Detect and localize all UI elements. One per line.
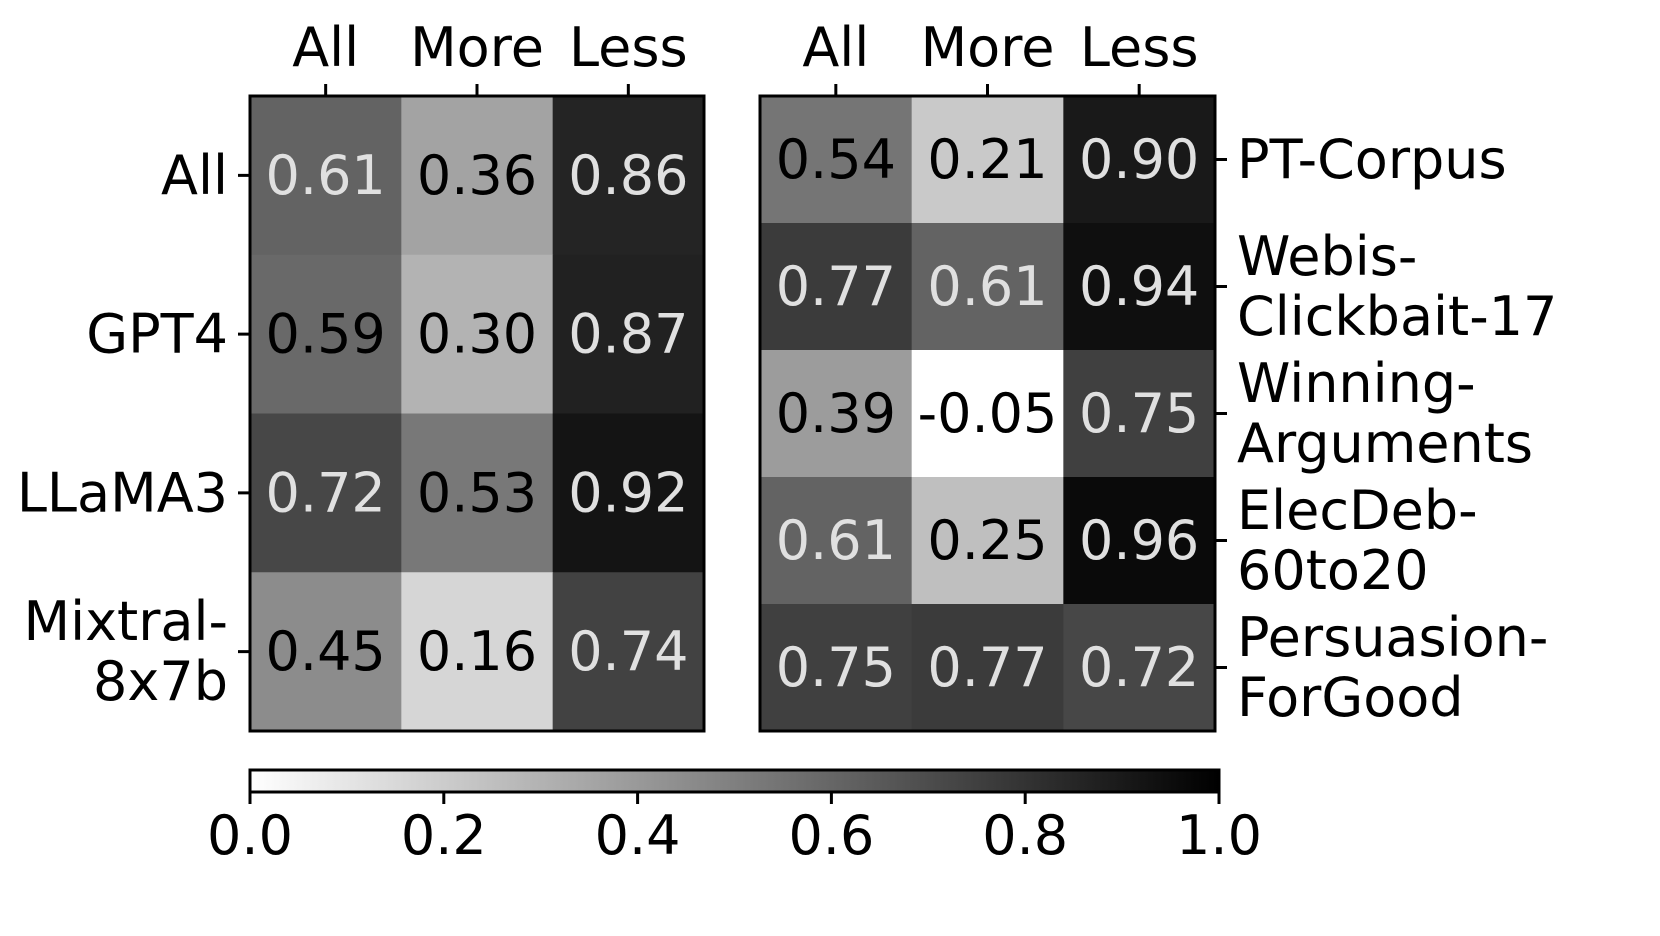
colorbar-frame bbox=[248, 768, 1221, 794]
right-y-tick-label: PT-Corpus bbox=[1237, 128, 1507, 191]
right-cell-value-label: 0.39 bbox=[776, 382, 896, 445]
right-cell-value-label: 0.61 bbox=[927, 255, 1047, 318]
right-y-tick-label: Webis-Clickbait-17 bbox=[1237, 225, 1557, 348]
left-cell-value-label: 0.61 bbox=[266, 144, 386, 207]
right-heatmap-cell bbox=[1063, 604, 1216, 732]
right-x-tick-label: All bbox=[802, 16, 869, 79]
left-heatmap-cell bbox=[250, 413, 402, 573]
right-cell-value-label: 0.54 bbox=[776, 128, 896, 191]
left-y-tick-label: LLaMA3 bbox=[17, 461, 228, 524]
right-x-tick-label: More bbox=[921, 16, 1055, 79]
right-cell-value-label: 0.61 bbox=[776, 509, 896, 572]
left-cell-value-label: 0.36 bbox=[417, 144, 537, 207]
left-cell-value-label: 0.72 bbox=[266, 461, 386, 524]
right-cell-value-label: 0.75 bbox=[776, 636, 896, 699]
left-heatmap-cell bbox=[552, 96, 705, 256]
right-cell-value-label: 0.21 bbox=[927, 128, 1047, 191]
right-heatmap-cell bbox=[760, 223, 913, 351]
left-cell-value-label: 0.86 bbox=[568, 144, 688, 207]
left-y-tick-label: Mixtral-8x7b bbox=[23, 590, 228, 713]
colorbar-tick-label: 0.0 bbox=[207, 804, 293, 867]
right-cell-value-label: -0.05 bbox=[918, 382, 1058, 445]
left-heatmap-cell bbox=[552, 572, 705, 732]
right-heatmap-cell bbox=[911, 604, 1064, 732]
right-cell-value-label: 0.94 bbox=[1079, 255, 1199, 318]
right-heatmap-cell bbox=[760, 604, 913, 732]
left-cell-value-label: 0.16 bbox=[417, 620, 537, 683]
right-cell-value-label: 0.90 bbox=[1079, 128, 1199, 191]
right-y-tick-label: Winning-Arguments bbox=[1237, 352, 1533, 475]
colorbar-tick-label: 0.8 bbox=[982, 804, 1068, 867]
left-x-tick-label: More bbox=[410, 16, 544, 79]
left-heatmap-cell bbox=[401, 572, 554, 732]
right-cell-value-label: 0.96 bbox=[1079, 509, 1199, 572]
left-cell-value-label: 0.87 bbox=[568, 303, 688, 366]
colorbar-tick-label: 0.4 bbox=[595, 804, 681, 867]
left-heatmap-cell bbox=[250, 254, 402, 414]
left-heatmap-cell bbox=[552, 413, 705, 573]
right-cell-value-label: 0.72 bbox=[1079, 636, 1199, 699]
right-x-tick-label: Less bbox=[1080, 16, 1199, 79]
right-heatmap-cell bbox=[911, 96, 1064, 224]
right-heatmap-cell bbox=[911, 223, 1064, 351]
left-x-tick-label: All bbox=[292, 16, 359, 79]
right-y-tick-label: Persuasion-ForGood bbox=[1237, 606, 1548, 729]
right-heatmap-cell bbox=[1063, 96, 1216, 224]
right-heatmap-cell bbox=[911, 350, 1064, 478]
right-y-tick-label: ElecDeb-60to20 bbox=[1237, 479, 1478, 602]
left-cell-value-label: 0.74 bbox=[568, 620, 688, 683]
heatmap-models: 0.61 0.36 0.86 0.59 0.30 0.87 0.72 0.53 0.92 0.45… bbox=[17, 16, 706, 733]
left-cell-value-label: 0.30 bbox=[417, 303, 537, 366]
left-y-tick-label: All bbox=[161, 144, 228, 207]
left-cell-value-label: 0.59 bbox=[266, 303, 386, 366]
right-heatmap-cell bbox=[1063, 477, 1216, 605]
right-heatmap-cell bbox=[760, 96, 913, 224]
left-cell-value-label: 0.53 bbox=[417, 461, 537, 524]
left-heatmap-cell bbox=[401, 254, 554, 414]
right-heatmap-cell bbox=[1063, 350, 1216, 478]
right-heatmap-cell bbox=[1063, 223, 1216, 351]
right-cell-value-label: 0.25 bbox=[927, 509, 1047, 572]
right-heatmap-cell bbox=[760, 477, 913, 605]
colorbar-tick-label: 0.2 bbox=[401, 804, 487, 867]
colorbar-gradient bbox=[250, 770, 1219, 792]
left-heatmap-cell bbox=[250, 96, 402, 256]
colorbar-tick-label: 1.0 bbox=[1176, 804, 1262, 867]
left-cell-value-label: 0.92 bbox=[568, 461, 688, 524]
right-cell-value-label: 0.75 bbox=[1079, 382, 1199, 445]
heatmap-datasets: 0.54 0.21 0.90 0.77 0.61 0.94 0.39 -0.05 0.75 0.6… bbox=[758, 16, 1557, 733]
left-heatmap-cell bbox=[401, 96, 554, 256]
left-heatmap-cell bbox=[401, 413, 554, 573]
right-cell-value-label: 0.77 bbox=[776, 255, 896, 318]
colorbar-tick-label: 0.6 bbox=[788, 804, 874, 867]
right-heatmap-cell bbox=[911, 477, 1064, 605]
left-heatmap-cell bbox=[552, 254, 705, 414]
left-cell-value-label: 0.45 bbox=[266, 620, 386, 683]
right-heatmap-cell bbox=[760, 350, 913, 478]
left-heatmap-cell bbox=[250, 572, 402, 732]
left-x-tick-label: Less bbox=[569, 16, 688, 79]
colorbar: 0.0 0.2 0.4 0.6 0.8 1.0 bbox=[207, 768, 1262, 867]
right-cell-value-label: 0.77 bbox=[927, 636, 1047, 699]
left-y-tick-label: GPT4 bbox=[86, 303, 228, 366]
